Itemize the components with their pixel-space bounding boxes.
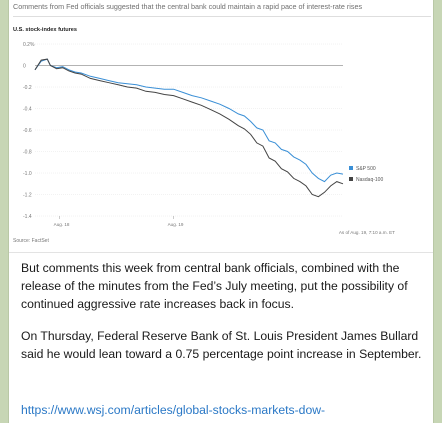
chart-heading: Comments from Fed officials suggested th… (13, 2, 431, 17)
y-tick-label: -0.4 (23, 107, 32, 113)
message-paragraph: But comments this week from central bank… (21, 261, 408, 311)
legend-swatch (349, 166, 353, 170)
y-tick-label: 0 (23, 64, 26, 70)
x-tick-label: Aug. 18 (54, 222, 70, 227)
series-line-nasdaq (34, 58, 344, 198)
x-tick-label: Aug. 19 (168, 222, 184, 227)
y-tick-label: -0.8 (23, 150, 32, 156)
chart-source: Source: FactSet (13, 238, 49, 244)
line-chart: 0.2% 0 -0.2 -0.4 -0.6 -0.8 -1.0 -1.2 -1.4 Aug. 18… (23, 42, 383, 227)
legend-swatch (349, 177, 353, 181)
article-link[interactable]: https://www.wsj.com/articles/global-stoc… (21, 403, 326, 417)
message-paragraph: On Thursday, Federal Reserve Bank of St.… (21, 329, 422, 361)
chart-title: U.S. stock-index futures (13, 27, 78, 33)
legend-label: Nasdaq-100 (356, 177, 383, 183)
y-tick-label: -1.0 (23, 171, 32, 177)
y-tick-label: -1.2 (23, 193, 32, 199)
y-tick-label: -1.4 (23, 214, 32, 220)
legend-label: S&P 500 (356, 166, 376, 172)
series-line-sp500 (34, 58, 344, 183)
chart-timestamp: As of Aug. 19, 7:10 a.m. ET (338, 230, 395, 235)
y-tick-label: -0.2 (23, 85, 32, 91)
y-tick-label: 0.2% (23, 42, 35, 48)
chart-image[interactable]: Comments from Fed officials suggested th… (9, 0, 433, 253)
message-bubble: Comments from Fed officials suggested th… (8, 0, 434, 423)
y-tick-label: -0.6 (23, 128, 32, 134)
